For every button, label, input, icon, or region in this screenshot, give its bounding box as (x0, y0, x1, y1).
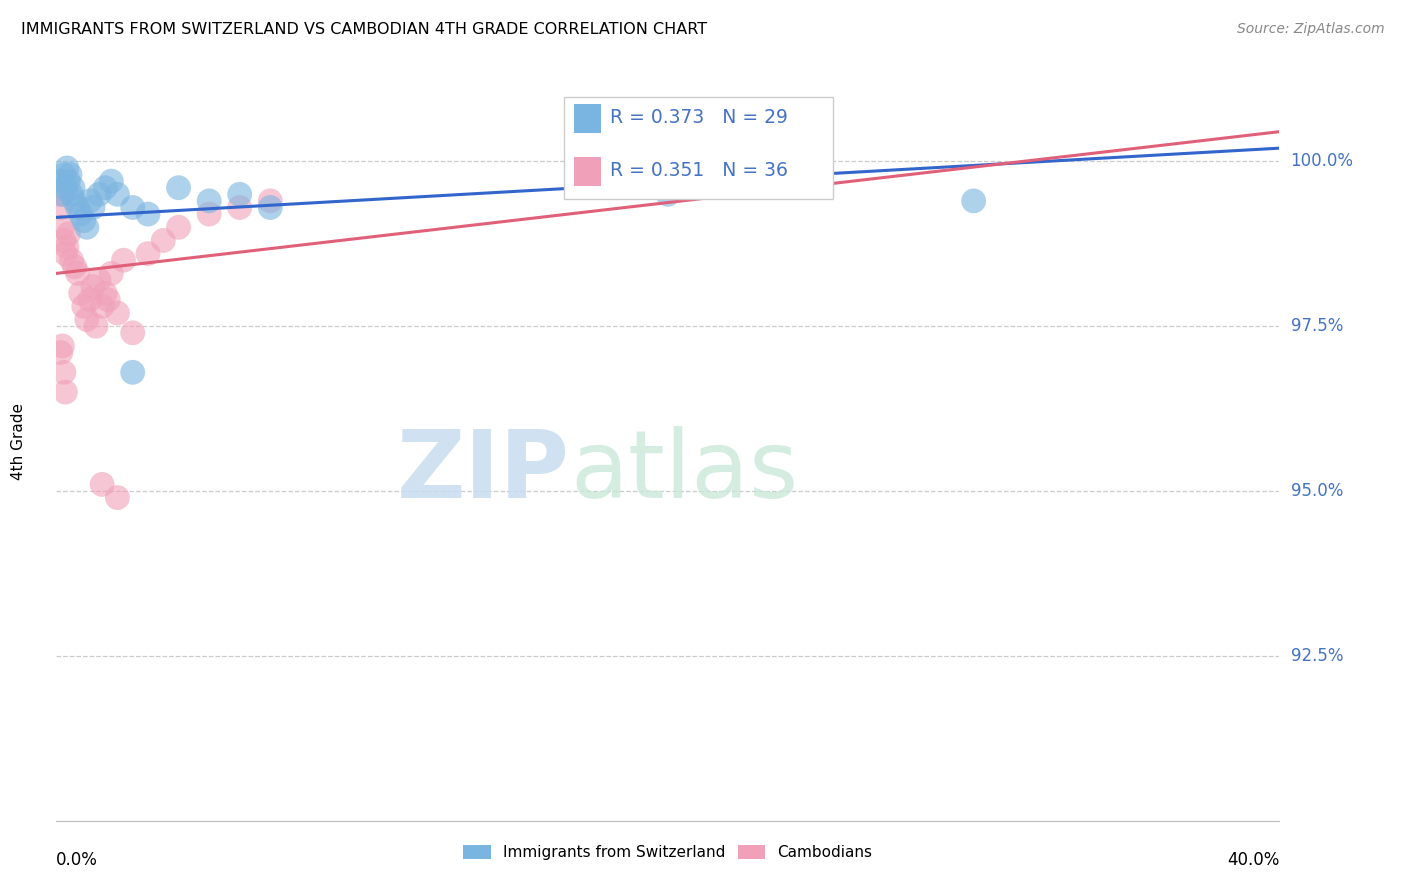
Point (58, 227, 80, 241)
Point (52, 365, 75, 379)
Point (48, 187, 70, 202)
Point (657, 187, 679, 202)
Point (100, 267, 122, 281)
Point (107, 491, 129, 505)
Point (82, 279, 104, 293)
Point (60, 187, 83, 202)
Point (79, 194, 101, 208)
Point (55, 385, 77, 400)
Point (94, 286, 117, 301)
Point (49, 345, 72, 359)
Point (55, 180, 77, 194)
Point (107, 187, 129, 202)
Point (55, 246, 77, 260)
Point (121, 201, 143, 215)
Point (136, 207, 159, 221)
Text: R = 0.351   N = 36: R = 0.351 N = 36 (610, 161, 789, 180)
Point (49, 201, 72, 215)
Point (63, 260, 86, 274)
Point (228, 187, 252, 202)
Point (49, 174, 72, 188)
Point (228, 201, 252, 215)
Point (66, 267, 89, 281)
Point (121, 365, 143, 379)
Text: R = 0.373   N = 29: R = 0.373 N = 29 (610, 108, 789, 128)
Point (52, 168, 75, 182)
Legend: Immigrants from Switzerland, Cambodians: Immigrants from Switzerland, Cambodians (457, 838, 879, 866)
Point (167, 180, 190, 194)
Text: 40.0%: 40.0% (1227, 851, 1279, 869)
Point (76, 312, 98, 326)
FancyBboxPatch shape (574, 157, 600, 186)
Text: 97.5%: 97.5% (1291, 318, 1343, 335)
Point (167, 220, 190, 235)
Text: Source: ZipAtlas.com: Source: ZipAtlas.com (1237, 22, 1385, 37)
Text: ZIP: ZIP (396, 425, 569, 518)
Point (152, 234, 174, 248)
Point (94, 180, 117, 194)
Text: 92.5%: 92.5% (1291, 647, 1343, 665)
Point (87, 187, 110, 202)
Text: 95.0%: 95.0% (1291, 482, 1343, 500)
Point (60, 253, 83, 268)
Point (76, 220, 98, 235)
FancyBboxPatch shape (564, 96, 832, 199)
Point (52, 234, 75, 248)
Point (82, 201, 104, 215)
Point (56, 161, 79, 175)
Point (112, 253, 135, 268)
Point (97, 293, 120, 307)
Point (59, 168, 82, 182)
Text: atlas: atlas (569, 425, 799, 518)
Point (91, 299, 114, 313)
Point (51, 187, 73, 202)
Point (79, 293, 101, 307)
Point (87, 273, 110, 287)
Point (198, 194, 221, 208)
Point (63, 194, 86, 208)
Point (198, 207, 221, 221)
FancyBboxPatch shape (574, 104, 600, 133)
Point (66, 201, 89, 215)
Text: IMMIGRANTS FROM SWITZERLAND VS CAMBODIAN 4TH GRADE CORRELATION CHART: IMMIGRANTS FROM SWITZERLAND VS CAMBODIAN… (21, 22, 707, 37)
Point (259, 201, 281, 215)
Point (962, 194, 984, 208)
Point (100, 174, 122, 188)
Text: 0.0%: 0.0% (56, 851, 98, 869)
Point (62, 180, 84, 194)
Point (69, 286, 91, 301)
Point (121, 326, 143, 340)
Point (58, 174, 80, 188)
Text: 100.0%: 100.0% (1291, 153, 1354, 170)
Point (73, 213, 96, 227)
Text: 4th Grade: 4th Grade (11, 403, 25, 480)
Point (51, 339, 73, 353)
Point (69, 207, 91, 221)
Point (73, 299, 96, 313)
Point (107, 306, 129, 320)
Point (91, 477, 114, 491)
Point (56, 240, 79, 254)
Point (136, 246, 159, 260)
Point (84, 319, 107, 334)
Point (51, 220, 73, 235)
Point (259, 194, 281, 208)
